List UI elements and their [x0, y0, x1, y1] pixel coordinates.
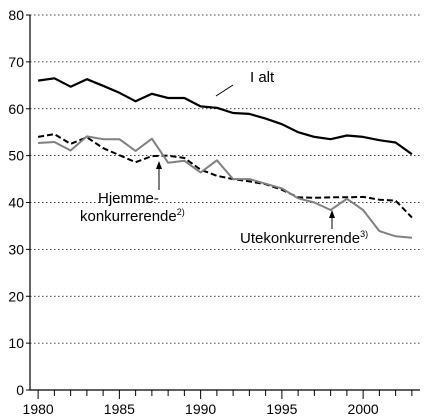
label-hjemme-note: 2) — [177, 207, 185, 217]
label-ute: Utekonkurrerende3) — [240, 229, 368, 247]
y-tick-label: 70 — [8, 54, 24, 70]
label-ute-text: Utekonkurrerende — [240, 230, 360, 247]
series-line-1 — [37, 77, 413, 156]
arrow-ute-icon — [329, 210, 335, 218]
arrow-hjemme-icon — [156, 161, 162, 169]
y-tick-label: 30 — [8, 241, 24, 257]
series-lines — [37, 77, 413, 239]
x-tick-label: 1990 — [185, 401, 216, 417]
series-line-2 — [37, 133, 413, 219]
y-tick-labels: 0 10 20 30 40 50 60 70 80 — [8, 7, 24, 398]
x-tick-label: 2000 — [348, 401, 379, 417]
x-tick-label: 1980 — [23, 401, 54, 417]
y-tick-label: 10 — [8, 335, 24, 351]
y-tick-label: 50 — [8, 148, 24, 164]
y-tick-label: 60 — [8, 101, 24, 117]
label-ute-note: 3) — [360, 229, 368, 239]
grid-lines — [30, 14, 420, 344]
x-tick-label: 1995 — [266, 401, 297, 417]
y-tick-label: 40 — [8, 195, 24, 211]
annotations: I alt Hjemme- konkurrerende2) Utekonkurr… — [80, 69, 368, 247]
x-tick-labels: 1980 1985 1990 1995 2000 — [23, 401, 379, 417]
leader-i-alt — [215, 84, 234, 97]
y-tick-label: 0 — [16, 382, 24, 398]
series-line-3 — [38, 135, 412, 239]
label-hjemme-line2: konkurrerende2) — [80, 207, 185, 225]
y-tick-label: 80 — [8, 7, 24, 23]
y-tick-label: 20 — [8, 288, 24, 304]
label-hjemme-line1: Hjemme- — [98, 190, 159, 207]
label-i-alt: I alt — [250, 69, 275, 86]
axes — [26, 14, 420, 399]
x-tick-label: 1985 — [104, 401, 135, 417]
label-hjemme-line2-text: konkurrerende — [80, 208, 177, 225]
